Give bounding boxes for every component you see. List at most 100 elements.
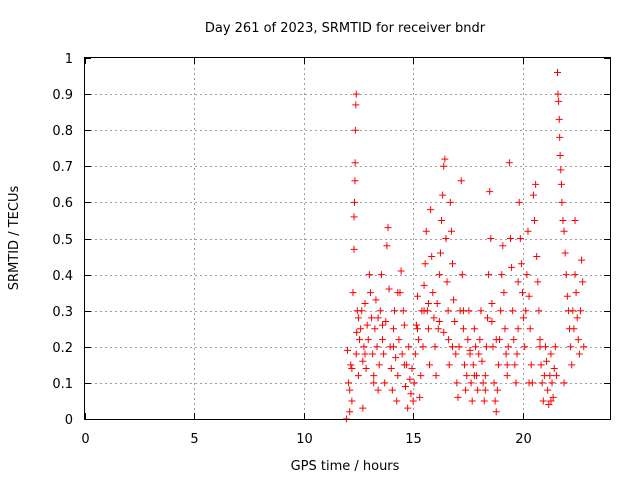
data-point [525, 379, 533, 387]
data-point [471, 343, 479, 351]
data-point [560, 379, 568, 387]
data-point [440, 328, 448, 336]
data-point [398, 350, 406, 358]
data-point [412, 321, 420, 329]
data-point [532, 180, 540, 188]
data-point [560, 227, 568, 235]
data-point [457, 177, 465, 185]
data-point [546, 372, 554, 380]
data-point [389, 325, 397, 333]
data-point [536, 336, 544, 344]
data-point [379, 321, 386, 329]
data-point [501, 325, 509, 333]
data-point [357, 325, 365, 333]
data-point [405, 343, 413, 351]
data-point [509, 307, 517, 315]
data-point [410, 379, 418, 387]
data-point [449, 343, 456, 351]
data-point [482, 343, 490, 351]
data-point [514, 278, 522, 286]
data-point [376, 307, 384, 315]
data-point [377, 271, 385, 279]
data-point [519, 289, 526, 297]
data-point [554, 68, 561, 76]
data-point [449, 260, 456, 268]
data-point [551, 343, 559, 351]
data-point [450, 296, 458, 304]
data-point [350, 213, 358, 221]
data-point [351, 177, 359, 185]
data-point [345, 379, 353, 387]
data-point [445, 361, 453, 369]
plot-frame [84, 57, 611, 420]
data-point [459, 325, 467, 333]
data-point [351, 198, 358, 206]
data-point [359, 404, 367, 412]
data-point [492, 408, 500, 416]
data-point [429, 289, 437, 297]
y-tick-label: 0.4 [52, 269, 73, 284]
data-point [346, 386, 354, 394]
data-point [348, 364, 356, 372]
data-point [393, 397, 401, 405]
data-point [470, 372, 478, 380]
data-point [361, 350, 369, 358]
data-point [385, 285, 393, 293]
data-point [526, 325, 534, 333]
data-point [381, 379, 389, 387]
data-point [359, 357, 367, 365]
data-point [525, 292, 533, 300]
data-point [424, 325, 432, 333]
data-point [481, 372, 489, 380]
data-point [420, 281, 428, 289]
data-point [344, 346, 351, 354]
data-point [555, 97, 563, 105]
data-point [364, 336, 372, 344]
data-point [575, 350, 583, 358]
data-point [417, 372, 425, 380]
data-point [442, 235, 450, 242]
data-point [368, 314, 376, 322]
data-point [443, 278, 451, 286]
data-point [414, 325, 421, 333]
data-point [346, 408, 354, 416]
data-point [453, 379, 461, 387]
data-point [579, 278, 587, 286]
data-point [494, 361, 502, 369]
data-point [544, 386, 552, 394]
data-point [468, 397, 476, 405]
data-point [474, 386, 482, 394]
y-tick-label: 1 [65, 52, 73, 67]
data-point [580, 343, 588, 351]
data-point [400, 361, 408, 369]
data-point [492, 336, 500, 344]
data-point [489, 343, 497, 351]
data-point [415, 336, 423, 344]
data-point [435, 271, 443, 279]
data-point [547, 397, 555, 405]
data-point [434, 325, 442, 333]
data-point [523, 271, 531, 279]
data-point [400, 321, 408, 329]
data-point [478, 357, 486, 365]
data-point [387, 364, 395, 372]
data-point [562, 271, 570, 279]
data-point [479, 379, 487, 387]
data-point [371, 325, 379, 333]
data-point [498, 271, 506, 279]
data-point [481, 386, 489, 394]
x-axis-label: GPS time / hours [291, 459, 400, 474]
data-point [374, 314, 382, 322]
data-point [571, 271, 579, 279]
data-point [533, 253, 541, 261]
y-tick-label: 0.2 [52, 341, 73, 356]
data-point [534, 278, 542, 286]
data-point [445, 336, 453, 344]
data-point [433, 299, 441, 307]
data-point [351, 126, 359, 134]
data-point [538, 379, 546, 387]
data-point [397, 267, 405, 275]
data-points [342, 68, 588, 423]
x-tick-label: 5 [190, 432, 198, 447]
data-point [407, 390, 415, 398]
